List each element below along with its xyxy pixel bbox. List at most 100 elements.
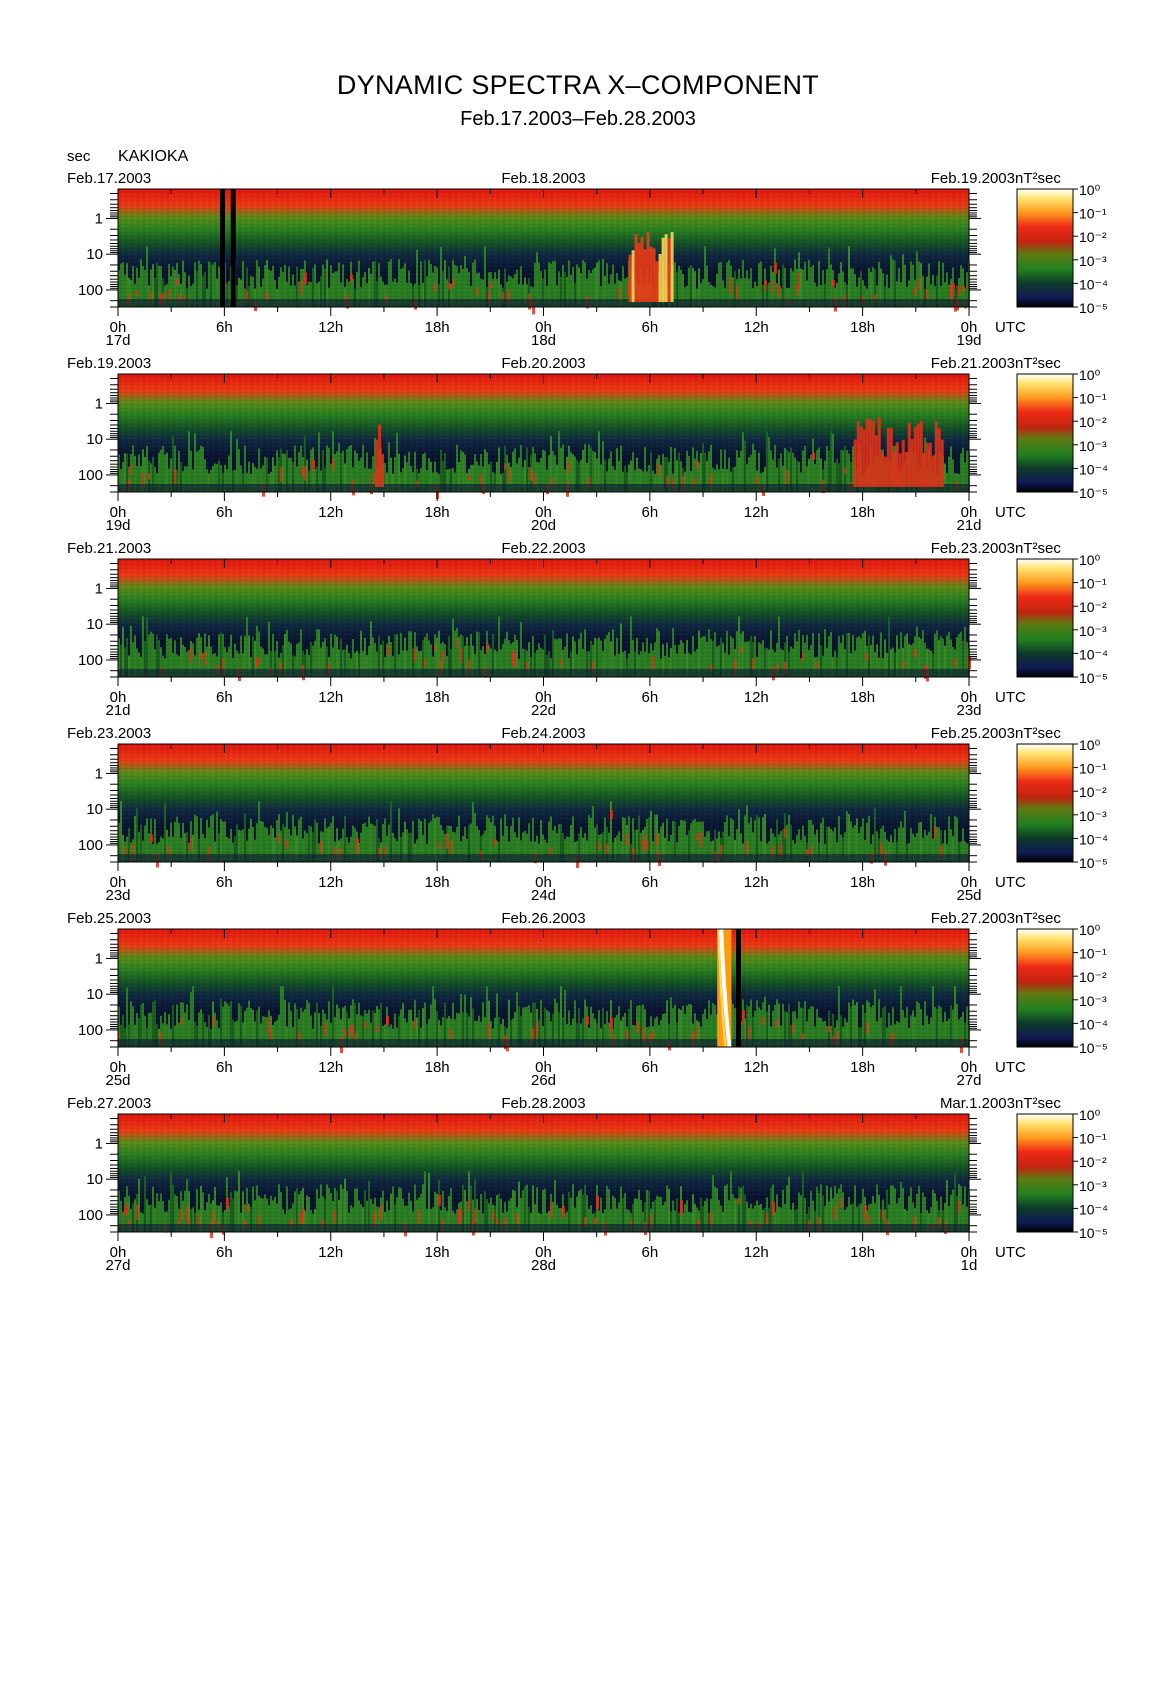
y-tick-label-1: 1 [95,950,103,967]
enhancement-bar [934,421,938,487]
y-tick-label-100: 100 [78,282,103,299]
enhancement-bar [922,452,926,487]
enhancement-bar [859,426,863,487]
x-tick-label: 0h [535,1059,552,1076]
day-label: 17d [105,332,130,349]
y-axis-ticks [106,1117,981,1233]
panel-3: Feb.21.2003 Feb.22.2003 Feb.23.2003 nT²sec 1… [67,540,1108,719]
x-tick-label: 6h [216,504,233,521]
panel-date-left: Feb.27.2003 [67,1095,151,1112]
colorbar-tick-label: 10⁰ [1079,737,1101,753]
enhancement-bar [853,439,857,487]
panel-date-mid: Feb.24.2003 [501,725,585,742]
x-tick-label: 18h [425,689,450,706]
enhancement-bar [631,250,635,302]
panel-date-left: Feb.21.2003 [67,540,151,557]
colorbar-ticks [1073,188,1078,308]
day-label: 26d [531,1072,556,1089]
x-tick-label: 18h [425,1244,450,1261]
x-tick-label: 12h [744,689,769,706]
x-tick-label: 0h [110,1059,127,1076]
station-label: KAKIOKA [118,148,189,165]
x-tick-label: 18h [425,504,450,521]
spectrogram-texture [118,189,969,307]
x-tick-label: 12h [318,1059,343,1076]
colorbar-tick-label: 10⁻¹ [1079,946,1107,962]
colorbar [1016,743,1074,863]
enhancement-bar [378,424,382,487]
enhancement-bar [640,236,644,302]
time-unit-label: UTC [995,504,1026,521]
x-tick-label: 0h [110,504,127,521]
y-tick-label-10: 10 [86,431,103,448]
panel-5: Feb.25.2003 Feb.26.2003 Feb.27.2003 nT²sec 1… [67,910,1108,1089]
day-label: 19d [956,332,981,349]
x-tick-label: 18h [850,1059,875,1076]
x-tick-label: 6h [642,1244,659,1261]
colorbar-tick-label: 10⁻² [1079,414,1107,430]
x-tick-label: 6h [642,319,659,336]
enhancement-bar [661,237,665,302]
panel-date-mid: Feb.22.2003 [501,540,585,557]
spectrogram-texture [118,744,969,862]
enhancement-bar [889,428,893,487]
enhancement-bar [649,246,653,302]
time-unit-label: UTC [995,319,1026,336]
colorbar-tick-label: 10⁻³ [1079,623,1107,639]
colorbar-tick-label: 10⁻⁴ [1079,276,1108,292]
y-tick-label-1: 1 [95,765,103,782]
enhancement-bar [904,452,908,487]
enhancement-bar [381,454,385,487]
day-label: 25d [105,1072,130,1089]
x-tick-label: 0h [110,319,127,336]
panel-date-mid: Feb.26.2003 [501,910,585,927]
day-label: 28d [531,1257,556,1274]
y-tick-label-1: 1 [95,580,103,597]
enhancement-bar [892,452,896,487]
spectrogram-texture [118,559,969,677]
x-tick-label: 18h [850,1244,875,1261]
x-axis-ticks [117,1114,970,1241]
colorbar-tick-label: 10⁻⁵ [1079,670,1108,686]
y-tick-label-100: 100 [78,467,103,484]
x-tick-label: 18h [850,504,875,521]
enhancement-bar [883,456,887,487]
data-gap-2 [230,189,236,307]
x-tick-label: 18h [425,1059,450,1076]
colorbar-tick-label: 10⁻¹ [1079,206,1107,222]
x-tick-label: 0h [535,874,552,891]
enhancement-bar [880,452,884,487]
panel-date-right: Feb.19.2003 [931,170,1015,187]
x-tick-label: 0h [961,1059,978,1076]
y-unit-label: sec [67,148,91,165]
x-axis-ticks [117,189,970,316]
colorbar-tick-label: 10⁻⁴ [1079,1016,1108,1032]
storm-spike-core [719,928,732,1048]
x-tick-label: 18h [425,319,450,336]
storm-spike-edge [717,928,727,1048]
colorbar-tick-label: 10⁻³ [1079,438,1107,454]
spectrogram-texture [118,1114,969,1232]
enhancement-bar [907,422,911,487]
x-tick-label: 6h [642,504,659,521]
day-label: 23d [105,887,130,904]
colorbar-ticks [1073,743,1078,863]
panel-date-left: Feb.25.2003 [67,910,151,927]
y-tick-label-10: 10 [86,1171,103,1188]
y-tick-label-10: 10 [86,246,103,263]
colorbar-unit-label: nT²sec [1015,170,1061,187]
x-tick-label: 12h [744,874,769,891]
colorbar-tick-label: 10⁻⁴ [1079,646,1108,662]
x-tick-label: 6h [216,1244,233,1261]
time-unit-label: UTC [995,1244,1026,1261]
panel-date-mid: Feb.20.2003 [501,355,585,372]
colorbar-tick-label: 10⁰ [1079,1107,1101,1123]
colorbar-ticks [1073,1113,1078,1233]
colorbar-tick-label: 10⁰ [1079,552,1101,568]
x-tick-label: 0h [110,1244,127,1261]
data-gap-2 [736,929,742,1047]
colorbar-tick-label: 10⁻¹ [1079,576,1107,592]
spectrogram-texture [118,929,969,1047]
colorbar-tick-label: 10⁻² [1079,784,1107,800]
panel-1: Feb.17.2003 Feb.18.2003 Feb.19.2003 nT²sec 1… [67,170,1108,349]
